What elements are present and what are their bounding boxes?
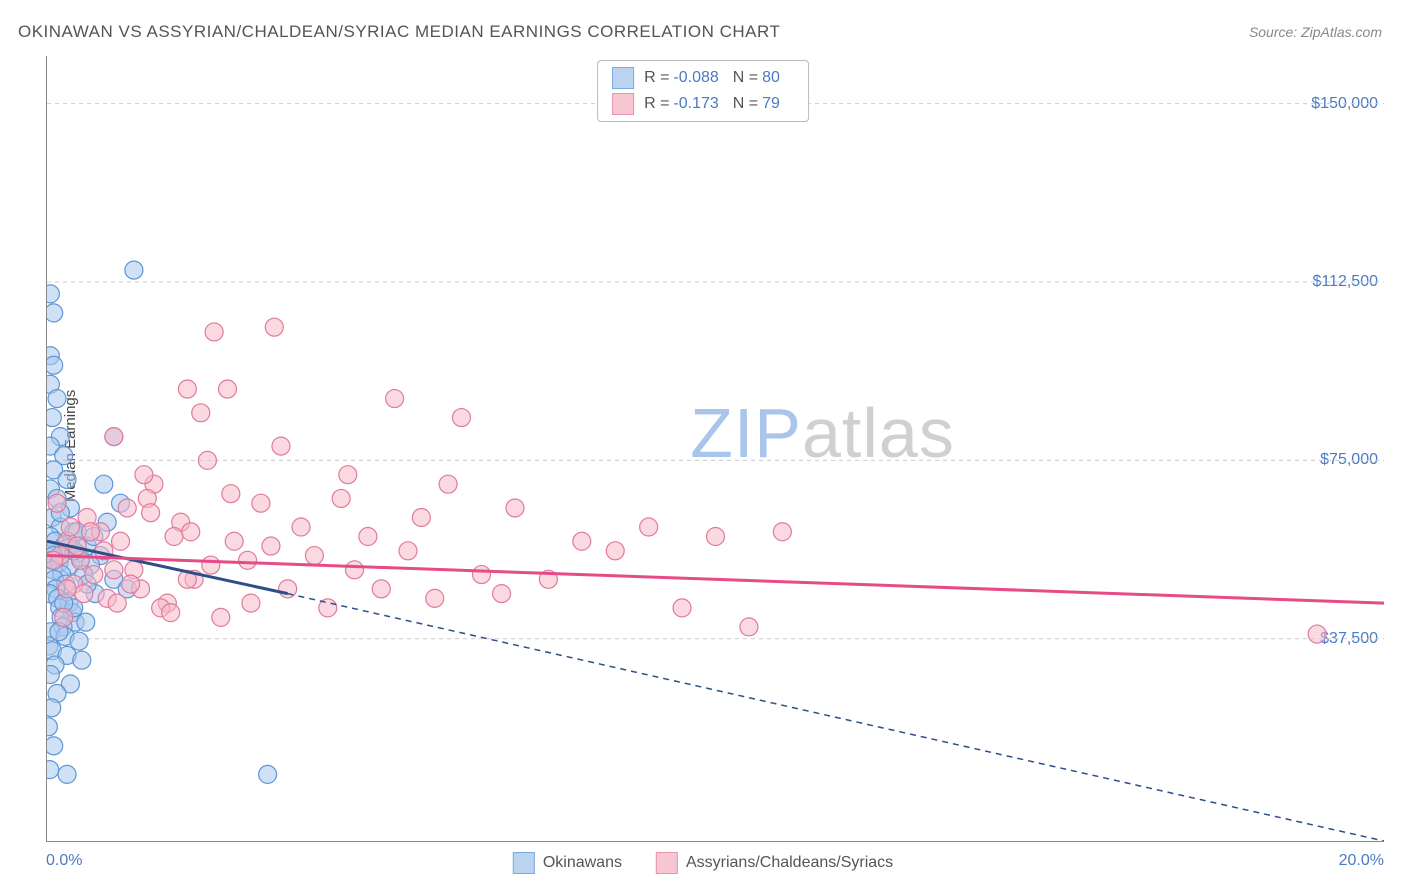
chart-svg (47, 56, 1384, 841)
legend-item-okinawan: Okinawans (513, 852, 622, 874)
swatch-assyrian (612, 93, 634, 115)
series-legend: Okinawans Assyrians/Chaldeans/Syriacs (513, 852, 893, 874)
source-label: Source: ZipAtlas.com (1249, 24, 1382, 40)
chart-title: OKINAWAN VS ASSYRIAN/CHALDEAN/SYRIAC MED… (18, 22, 780, 42)
x-tick-label: 0.0% (46, 852, 82, 870)
correlation-legend: R =-0.088N =80 R =-0.173N =79 (597, 60, 809, 122)
swatch-okinawan (612, 67, 634, 89)
plot-area: ZIPatlas (46, 56, 1384, 842)
legend-item-assyrian: Assyrians/Chaldeans/Syriacs (656, 852, 893, 874)
legend-row-1: R =-0.088N =80 (612, 65, 794, 91)
x-tick-label: 20.0% (1339, 852, 1384, 870)
legend-row-2: R =-0.173N =79 (612, 91, 794, 117)
